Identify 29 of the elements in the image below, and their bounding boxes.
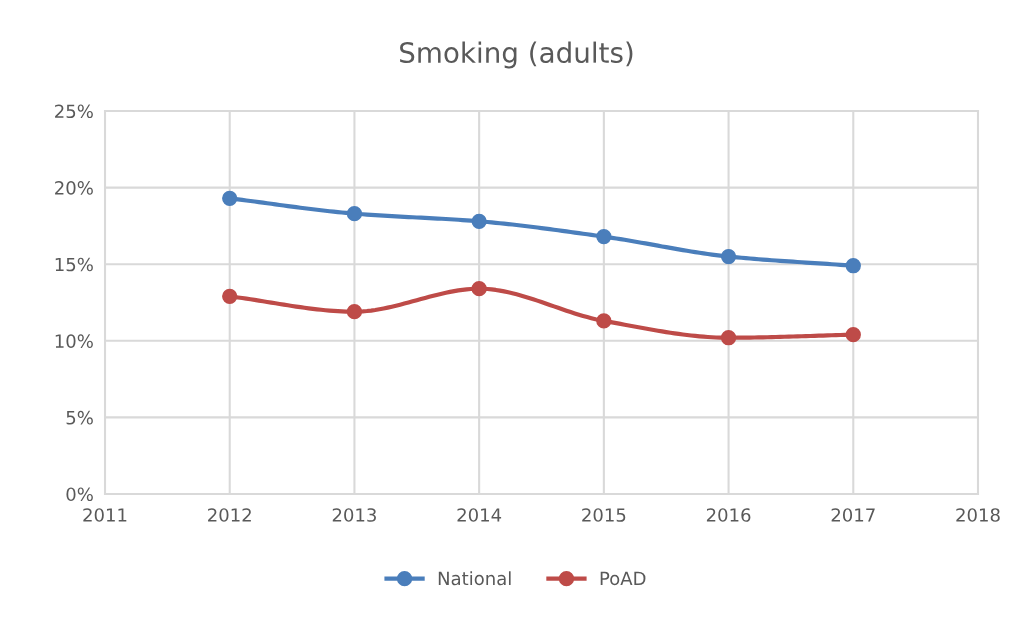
y-tick-label: 5% [66, 410, 93, 425]
point [346, 206, 363, 222]
point [596, 228, 612, 245]
x-tick-label: 2012 [208, 508, 251, 522]
point [845, 327, 861, 343]
x-tick-label: 2017 [831, 508, 875, 522]
point [596, 313, 612, 329]
x-tick-label: 2013 [332, 508, 376, 522]
point [720, 330, 737, 346]
point [222, 288, 238, 305]
y-tick-label: 10% [55, 334, 93, 348]
chart-title: Smoking (adults) [400, 41, 633, 69]
point [471, 281, 487, 297]
y-tick-label: 25% [55, 104, 93, 119]
y-tick-label: 20% [55, 181, 93, 195]
y-tick-label: 15% [55, 257, 93, 272]
x-tick-label: 2011 [83, 508, 127, 522]
x-tick-label: 2015 [582, 508, 626, 522]
x-tick-label: 2014 [457, 508, 502, 522]
point [845, 258, 861, 274]
y-tick-label: 0% [66, 487, 93, 502]
legend-label: PoAD [600, 571, 646, 586]
point [471, 213, 487, 229]
x-tick-label: 2018 [956, 508, 1000, 522]
x-tick-label: 2016 [706, 508, 751, 522]
point [346, 304, 363, 320]
point [720, 248, 737, 265]
point [222, 190, 238, 206]
legend-label: National [438, 571, 511, 586]
